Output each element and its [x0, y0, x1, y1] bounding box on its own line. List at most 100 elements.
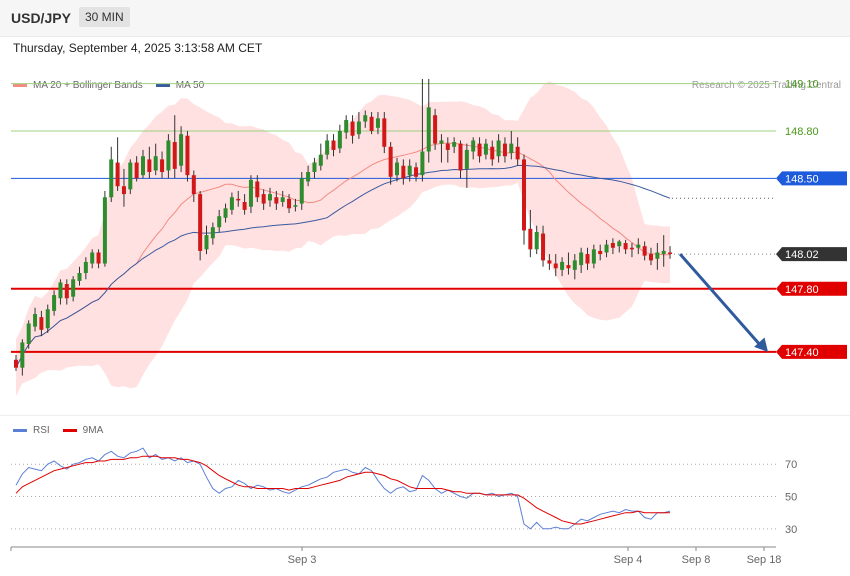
candle-body: [287, 198, 292, 209]
candle-body: [268, 194, 272, 201]
candle-body: [64, 284, 69, 299]
candle-body: [337, 131, 342, 149]
rsi-swatch: [13, 429, 27, 432]
candle-body: [655, 252, 660, 259]
ma50-line: [15, 164, 671, 368]
candle-body: [458, 143, 463, 171]
candle-body: [591, 249, 596, 264]
candle-body: [33, 314, 38, 327]
rsi-series-9MA: [15, 455, 670, 525]
candle-body: [248, 179, 253, 207]
candle-body: [198, 194, 203, 251]
rsi-tick-70: 70: [785, 459, 797, 471]
candle-body: [439, 140, 444, 144]
rsi-tick-30: 30: [785, 524, 797, 536]
candle-body: [534, 231, 539, 250]
candle-body: [71, 279, 76, 297]
candle-body: [414, 167, 419, 177]
legend-ma50: MA 50: [155, 80, 205, 91]
candle-body: [350, 121, 355, 136]
time-label-Sep 18: Sep 18: [747, 554, 782, 566]
level-label-148.80: 148.80: [785, 126, 819, 138]
forecast-arrow-shaft: [678, 253, 762, 346]
candle-body: [401, 165, 406, 179]
candle-body: [179, 134, 184, 166]
candle-body: [153, 156, 158, 171]
candle-body: [236, 198, 241, 201]
candle-body: [217, 216, 222, 228]
forecast-arrow-head: [754, 337, 768, 352]
candle-body: [280, 197, 285, 202]
candle-body: [77, 273, 82, 281]
candle-body: [483, 143, 488, 155]
level-tag-147.40: [776, 344, 847, 359]
candle-body: [579, 252, 584, 266]
candle-body: [572, 260, 577, 270]
candle-body: [560, 261, 565, 270]
panel-divider: [0, 415, 850, 416]
symbol-label: USD/JPY: [11, 10, 71, 26]
candle-body: [509, 143, 514, 154]
candle-body: [261, 194, 266, 204]
candle-body: [83, 261, 88, 273]
candle-body: [445, 143, 450, 150]
candle-body: [515, 146, 520, 160]
rsi-tick-50: 50: [785, 492, 797, 504]
candle-body: [331, 140, 336, 150]
candle-body: [299, 178, 304, 204]
candle-body: [274, 197, 279, 204]
rsi-series-RSI: [15, 447, 671, 530]
candle-body: [185, 135, 190, 176]
candle-body: [566, 265, 571, 269]
level-tag-147.80: [776, 281, 847, 296]
candle-body: [109, 159, 114, 198]
candle-body: [210, 227, 215, 239]
level-tag-148.50: [776, 171, 847, 186]
candle-body: [426, 107, 431, 152]
candle-body: [344, 119, 349, 133]
time-label-Sep 8: Sep 8: [682, 554, 711, 566]
timeframe-button[interactable]: 30 MIN: [79, 7, 130, 27]
candle-body: [464, 149, 469, 169]
candle-body: [204, 235, 209, 250]
time-label-Sep 3: Sep 3: [288, 554, 317, 566]
candle-body: [160, 159, 165, 173]
candle-body: [58, 282, 63, 299]
candle-body: [147, 159, 152, 173]
candle-body: [471, 140, 476, 152]
candle-body: [172, 142, 177, 169]
price-legend: MA 20 + Bollinger Bands MA 50: [13, 80, 217, 91]
ma50-swatch: [155, 84, 170, 87]
legend-ma20: MA 20 + Bollinger Bands: [13, 80, 143, 91]
candle-body: [52, 295, 57, 311]
candle-body: [541, 233, 546, 261]
legend-ma50-label: MA 50: [175, 80, 205, 91]
candle-body: [363, 115, 368, 122]
legend-rsi-label: RSI: [33, 425, 50, 436]
candle-body: [528, 228, 533, 250]
level-label-149.10: 149.10: [785, 79, 819, 91]
candle-body: [96, 252, 101, 264]
candle-body: [629, 247, 634, 250]
candle-body: [661, 250, 666, 255]
level-label-147.80: 147.80: [785, 284, 819, 296]
level-label-148.50: 148.50: [785, 173, 819, 185]
candle-body: [102, 197, 107, 264]
candle-body: [242, 202, 247, 210]
candle-body: [26, 323, 31, 344]
candle-body: [369, 116, 374, 131]
candle-body: [623, 243, 628, 250]
candle-body: [312, 162, 317, 173]
candle-body: [223, 208, 228, 218]
candle-body: [45, 309, 50, 329]
rsi-legend: RSI 9MA: [13, 425, 116, 436]
candle-body: [166, 140, 171, 171]
legend-rsi: RSI: [13, 425, 50, 436]
legend-ma20-label: MA 20 + Bollinger Bands: [33, 80, 143, 91]
level-label-148.02: 148.02: [785, 249, 819, 261]
candle-body: [306, 172, 311, 182]
candle-body: [585, 254, 590, 264]
candles-group: [14, 78, 673, 376]
candle-body: [452, 142, 457, 147]
